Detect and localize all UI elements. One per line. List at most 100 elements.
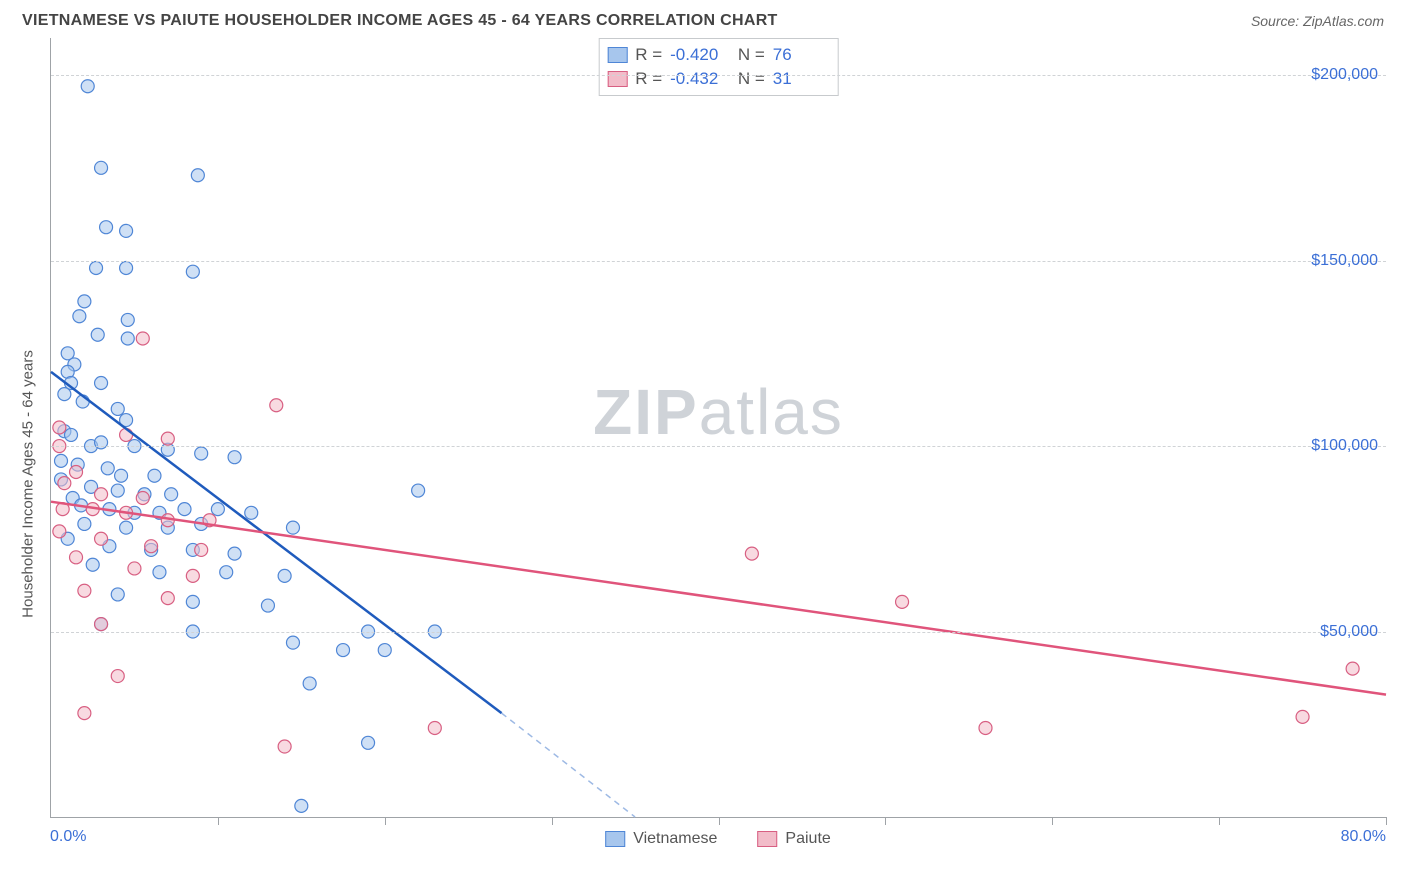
data-point bbox=[120, 224, 133, 237]
data-point bbox=[228, 547, 241, 560]
data-point bbox=[136, 491, 149, 504]
data-point bbox=[178, 503, 191, 516]
data-point bbox=[228, 451, 241, 464]
data-point bbox=[337, 644, 350, 657]
data-point bbox=[1296, 710, 1309, 723]
data-point bbox=[270, 399, 283, 412]
x-tick bbox=[1052, 817, 1053, 825]
legend-label: Paiute bbox=[785, 830, 830, 848]
x-tick bbox=[719, 817, 720, 825]
data-point bbox=[91, 328, 104, 341]
data-point bbox=[115, 469, 128, 482]
x-tick bbox=[218, 817, 219, 825]
y-tick-label: $100,000 bbox=[1311, 437, 1378, 455]
data-point bbox=[195, 447, 208, 460]
data-point bbox=[286, 521, 299, 534]
stat-r-value: -0.432 bbox=[670, 69, 725, 89]
data-point bbox=[278, 569, 291, 582]
data-point bbox=[128, 562, 141, 575]
data-point bbox=[78, 517, 91, 530]
stat-r-label: R = bbox=[635, 45, 662, 65]
legend-stats-row: R = -0.432 N = 31 bbox=[607, 67, 828, 91]
data-point bbox=[1346, 662, 1359, 675]
data-point bbox=[95, 488, 108, 501]
data-point bbox=[261, 599, 274, 612]
data-point bbox=[979, 721, 992, 734]
data-point bbox=[120, 261, 133, 274]
y-tick-label: $150,000 bbox=[1311, 252, 1378, 270]
data-point bbox=[73, 310, 86, 323]
stat-n-value: 76 bbox=[773, 45, 828, 65]
trend-line bbox=[51, 502, 1386, 695]
data-point bbox=[90, 261, 103, 274]
plot-area: ZIPatlas R = -0.420 N = 76R = -0.432 N =… bbox=[50, 38, 1386, 818]
stat-r-label: R = bbox=[635, 69, 662, 89]
gridline bbox=[51, 446, 1386, 447]
x-min-label: 0.0% bbox=[50, 828, 86, 846]
data-point bbox=[78, 707, 91, 720]
data-point bbox=[78, 295, 91, 308]
stat-n-label: N = bbox=[733, 45, 765, 65]
data-point bbox=[186, 595, 199, 608]
data-point bbox=[428, 721, 441, 734]
data-point bbox=[81, 80, 94, 93]
y-tick-label: $50,000 bbox=[1320, 623, 1378, 641]
legend-swatch bbox=[607, 71, 627, 87]
data-point bbox=[896, 595, 909, 608]
data-point bbox=[95, 532, 108, 545]
series-legend: Vietnamese Paiute bbox=[605, 830, 831, 848]
data-point bbox=[101, 462, 114, 475]
data-point bbox=[136, 332, 149, 345]
trend-line bbox=[51, 372, 502, 713]
data-point bbox=[65, 428, 78, 441]
stat-n-label: N = bbox=[733, 69, 765, 89]
data-point bbox=[95, 161, 108, 174]
data-point bbox=[148, 469, 161, 482]
data-point bbox=[211, 503, 224, 516]
x-tick bbox=[552, 817, 553, 825]
data-point bbox=[78, 584, 91, 597]
stat-r-value: -0.420 bbox=[670, 45, 725, 65]
x-tick bbox=[885, 817, 886, 825]
data-point bbox=[186, 265, 199, 278]
legend-swatch bbox=[605, 831, 625, 847]
data-point bbox=[111, 588, 124, 601]
data-point bbox=[286, 636, 299, 649]
data-point bbox=[70, 466, 83, 479]
data-point bbox=[412, 484, 425, 497]
data-point bbox=[161, 592, 174, 605]
x-tick bbox=[385, 817, 386, 825]
data-point bbox=[95, 618, 108, 631]
correlation-legend: R = -0.420 N = 76R = -0.432 N = 31 bbox=[598, 38, 839, 96]
data-point bbox=[121, 313, 134, 326]
data-point bbox=[70, 551, 83, 564]
y-axis-label: Householder Income Ages 45 - 64 years bbox=[20, 350, 37, 618]
data-point bbox=[145, 540, 158, 553]
data-point bbox=[191, 169, 204, 182]
data-point bbox=[303, 677, 316, 690]
legend-item: Paiute bbox=[757, 830, 830, 848]
legend-label: Vietnamese bbox=[633, 830, 717, 848]
data-point bbox=[55, 454, 68, 467]
data-point bbox=[295, 799, 308, 812]
y-tick-label: $200,000 bbox=[1311, 66, 1378, 84]
x-max-label: 80.0% bbox=[1341, 828, 1386, 846]
data-point bbox=[53, 421, 66, 434]
data-point bbox=[111, 670, 124, 683]
data-point bbox=[53, 525, 66, 538]
data-point bbox=[86, 558, 99, 571]
legend-stats-row: R = -0.420 N = 76 bbox=[607, 43, 828, 67]
legend-item: Vietnamese bbox=[605, 830, 717, 848]
data-point bbox=[195, 543, 208, 556]
data-point bbox=[58, 477, 71, 490]
stat-n-value: 31 bbox=[773, 69, 828, 89]
data-point bbox=[100, 221, 113, 234]
data-point bbox=[120, 521, 133, 534]
x-tick bbox=[1219, 817, 1220, 825]
legend-swatch bbox=[607, 47, 627, 63]
legend-swatch bbox=[757, 831, 777, 847]
gridline bbox=[51, 75, 1386, 76]
data-point bbox=[378, 644, 391, 657]
data-point bbox=[362, 736, 375, 749]
plot-svg bbox=[51, 38, 1386, 817]
